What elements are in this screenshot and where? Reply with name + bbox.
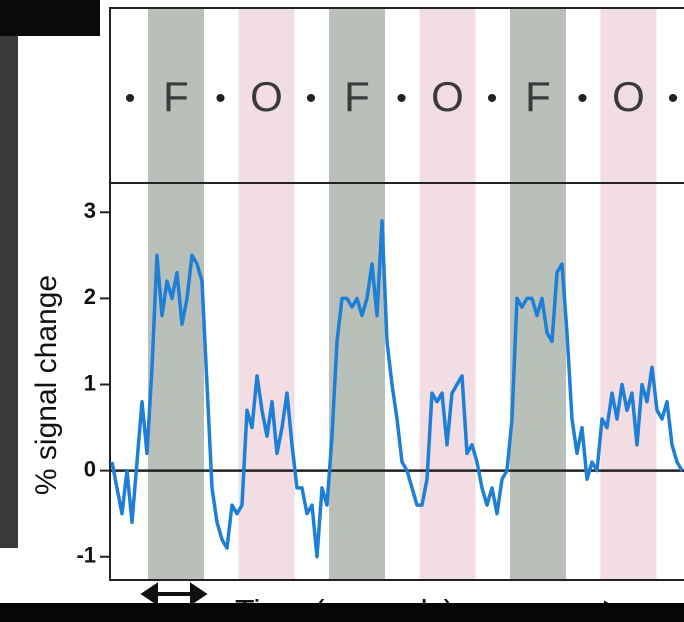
separator: • <box>125 82 136 115</box>
block-band <box>148 9 204 579</box>
separator: • <box>215 82 226 115</box>
x-arrow-both <box>140 582 208 606</box>
separator: • <box>487 82 498 115</box>
signal-line <box>110 219 684 559</box>
block-label: F <box>525 73 551 120</box>
block-label: F <box>344 73 370 120</box>
block-band <box>600 9 657 579</box>
block-label: O <box>612 73 645 120</box>
block-label: O <box>431 73 464 120</box>
frame <box>109 7 684 581</box>
y-tick-label: 2 <box>84 284 96 309</box>
block-label: O <box>250 73 283 120</box>
y-tick-label: 3 <box>84 198 96 223</box>
y-axis-label: % signal change <box>30 275 63 495</box>
y-tick-label: 1 <box>84 370 96 395</box>
separator: • <box>306 82 317 115</box>
block-band <box>419 9 476 579</box>
y-tick-label: -1 <box>76 543 96 568</box>
separator: • <box>668 82 679 115</box>
block-label: F <box>163 73 189 120</box>
y-tick-label: 0 <box>84 456 96 481</box>
image-strip <box>0 36 18 548</box>
separator: • <box>396 82 407 115</box>
plot <box>100 211 684 559</box>
bottom-bar <box>0 603 684 622</box>
separator: • <box>577 82 588 115</box>
image-corner <box>0 0 100 36</box>
block-band <box>238 9 295 579</box>
